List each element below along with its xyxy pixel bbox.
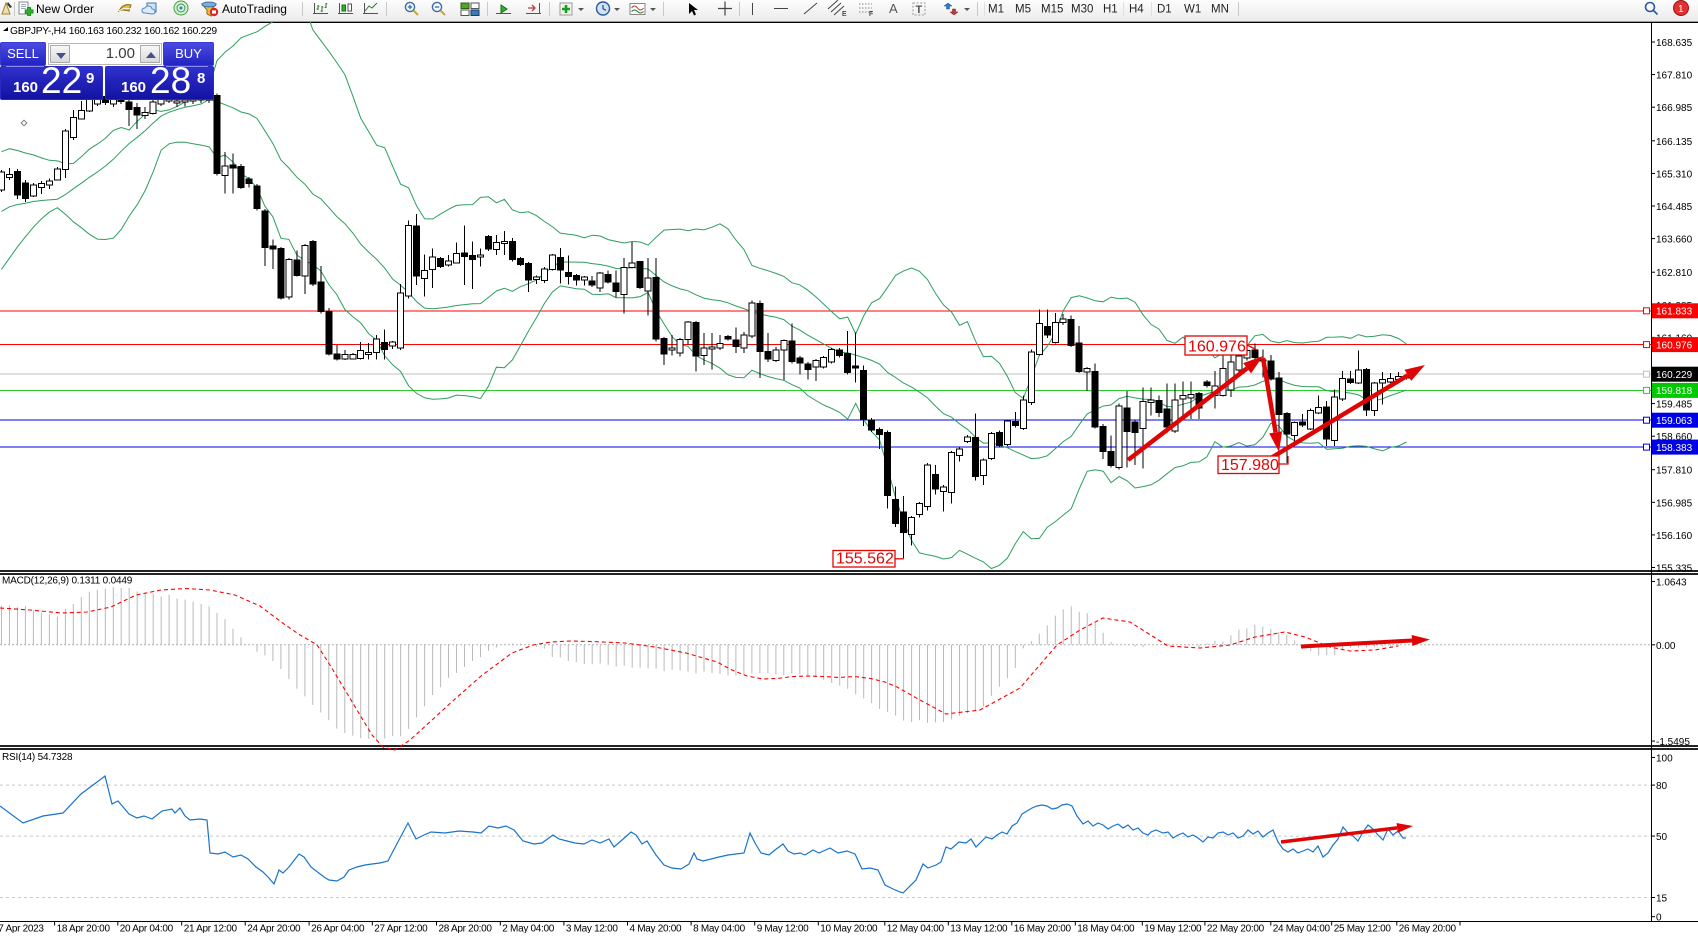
svg-text:100: 100 <box>1656 753 1673 764</box>
svg-text:9 May 12:00: 9 May 12:00 <box>757 924 809 934</box>
svg-text:80: 80 <box>1656 781 1668 792</box>
svg-text:159.485: 159.485 <box>1656 400 1693 411</box>
svg-text:-1.5495: -1.5495 <box>1656 737 1690 748</box>
svg-text:10 May 20:00: 10 May 20:00 <box>820 924 878 934</box>
svg-text:26 May 20:00: 26 May 20:00 <box>1399 924 1457 934</box>
svg-text:8 May 04:00: 8 May 04:00 <box>693 924 745 934</box>
svg-text:F: F <box>869 11 873 18</box>
svg-text:28 Apr 20:00: 28 Apr 20:00 <box>439 924 493 934</box>
svg-text:25 May 12:00: 25 May 12:00 <box>1334 924 1392 934</box>
svg-text:166.135: 166.135 <box>1656 137 1693 148</box>
svg-text:E: E <box>842 11 847 18</box>
svg-text:13 May 12:00: 13 May 12:00 <box>950 924 1008 934</box>
svg-text:RSI(14) 54.7328: RSI(14) 54.7328 <box>2 752 73 763</box>
svg-text:21 Apr 12:00: 21 Apr 12:00 <box>184 924 238 934</box>
svg-text:165.310: 165.310 <box>1656 169 1693 180</box>
svg-text:164.485: 164.485 <box>1656 202 1693 213</box>
svg-text:157.810: 157.810 <box>1656 466 1693 477</box>
svg-text:3 May 12:00: 3 May 12:00 <box>566 924 618 934</box>
svg-text:22 May 20:00: 22 May 20:00 <box>1207 924 1265 934</box>
svg-text:15: 15 <box>1656 894 1668 905</box>
svg-text:24 Apr 20:00: 24 Apr 20:00 <box>247 924 301 934</box>
svg-text:158.660: 158.660 <box>1656 432 1693 443</box>
svg-text:A: A <box>889 1 898 16</box>
svg-text:26 Apr 04:00: 26 Apr 04:00 <box>311 924 365 934</box>
svg-text:50: 50 <box>1656 832 1668 843</box>
svg-text:27 Apr 12:00: 27 Apr 12:00 <box>374 924 428 934</box>
svg-text:158.383: 158.383 <box>1656 443 1693 454</box>
svg-text:157.980: 157.980 <box>1221 457 1279 474</box>
svg-text:AutoTrading: AutoTrading <box>222 2 287 16</box>
svg-text:24 May 04:00: 24 May 04:00 <box>1273 924 1331 934</box>
svg-text:0: 0 <box>1656 913 1662 924</box>
svg-text:160.976: 160.976 <box>1656 340 1693 351</box>
svg-text:156.985: 156.985 <box>1656 498 1693 509</box>
svg-text:1: 1 <box>1678 4 1684 15</box>
svg-text:18 Apr 20:00: 18 Apr 20:00 <box>57 924 111 934</box>
svg-text:167.810: 167.810 <box>1656 71 1693 82</box>
svg-text:M15: M15 <box>1041 4 1063 16</box>
svg-text:18 May 04:00: 18 May 04:00 <box>1077 924 1135 934</box>
svg-text:16 May 20:00: 16 May 20:00 <box>1014 924 1072 934</box>
svg-text:160.229: 160.229 <box>1656 370 1693 381</box>
svg-text:19 May 12:00: 19 May 12:00 <box>1144 924 1202 934</box>
svg-text:W1: W1 <box>1184 4 1201 16</box>
svg-text:156.160: 156.160 <box>1656 531 1693 542</box>
svg-text:160.976: 160.976 <box>1188 339 1246 356</box>
svg-text:4 May 20:00: 4 May 20:00 <box>630 924 682 934</box>
svg-text:M5: M5 <box>1015 4 1031 16</box>
svg-text:M30: M30 <box>1071 4 1093 16</box>
svg-text:17 Apr 2023: 17 Apr 2023 <box>0 924 44 934</box>
svg-text:0.00: 0.00 <box>1656 641 1676 652</box>
svg-text:M1: M1 <box>988 4 1004 16</box>
svg-text:MN: MN <box>1211 4 1229 16</box>
svg-text:GBPJPY-,H4 160.163 160.232 16: GBPJPY-,H4 160.163 160.232 160.162 160.2… <box>10 26 217 37</box>
svg-text:161.833: 161.833 <box>1656 307 1693 318</box>
svg-text:168.635: 168.635 <box>1656 38 1693 49</box>
svg-text:D1: D1 <box>1157 4 1172 16</box>
svg-text:T: T <box>916 4 923 16</box>
svg-text:2 May 04:00: 2 May 04:00 <box>502 924 554 934</box>
svg-text:163.660: 163.660 <box>1656 235 1693 246</box>
svg-text:159.818: 159.818 <box>1656 386 1693 397</box>
svg-text:155.562: 155.562 <box>836 551 894 568</box>
svg-text:166.985: 166.985 <box>1656 103 1693 114</box>
svg-text:1.0643: 1.0643 <box>1656 577 1687 588</box>
svg-text:12 May 04:00: 12 May 04:00 <box>887 924 945 934</box>
svg-text:20 Apr 04:00: 20 Apr 04:00 <box>120 924 174 934</box>
svg-text:155.335: 155.335 <box>1656 564 1693 575</box>
svg-text:H4: H4 <box>1129 4 1144 16</box>
svg-text:New Order: New Order <box>36 2 94 16</box>
svg-text:MACD(12,26,9) 0.1311 0.0449: MACD(12,26,9) 0.1311 0.0449 <box>2 576 133 587</box>
svg-text:H1: H1 <box>1103 4 1118 16</box>
svg-text:159.063: 159.063 <box>1656 416 1693 427</box>
svg-text:162.810: 162.810 <box>1656 268 1693 279</box>
